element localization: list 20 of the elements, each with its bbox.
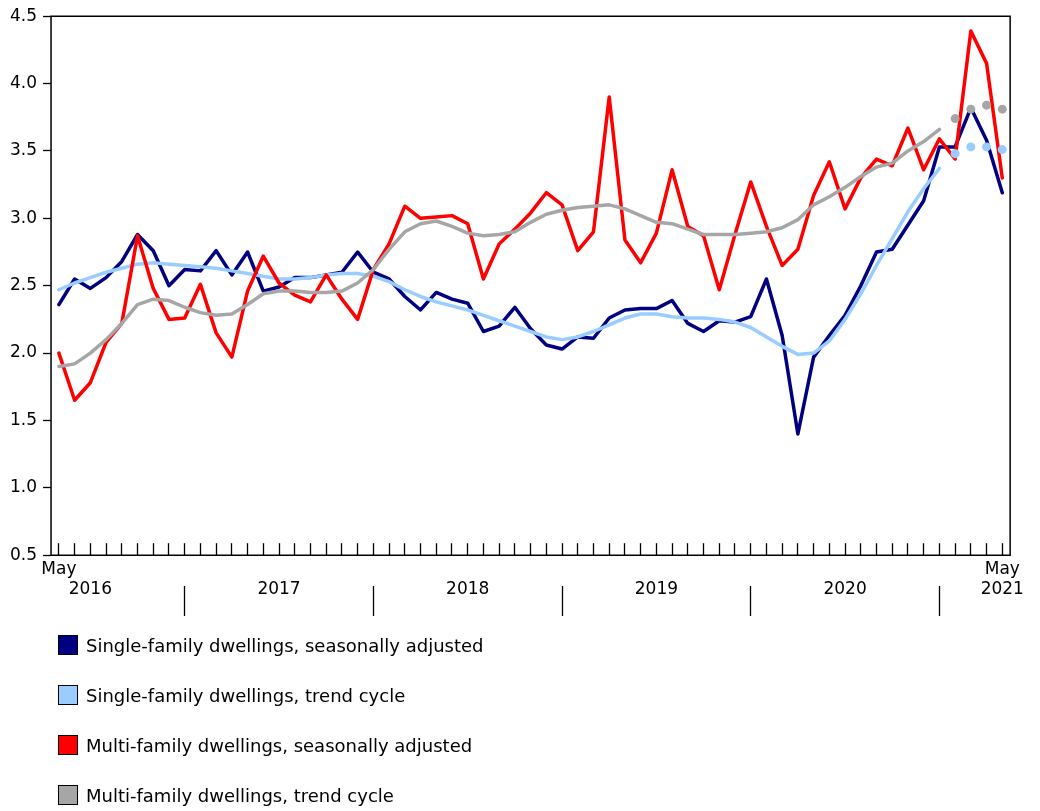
legend-label: Single-family dwellings, seasonally adjusted bbox=[86, 634, 484, 656]
x-tick-label: 2019 bbox=[634, 578, 679, 599]
y-tick-label: 1.0 bbox=[9, 476, 38, 497]
legend-label: Multi-family dwellings, trend cycle bbox=[86, 784, 394, 806]
y-tick-label: 4.0 bbox=[9, 72, 38, 92]
y-tick-label: 3.0 bbox=[9, 206, 38, 227]
y-tick-label: 1.5 bbox=[9, 408, 38, 429]
y-tick-label: 2.0 bbox=[9, 341, 38, 362]
y-tick-label: 2.5 bbox=[9, 274, 38, 295]
x-tick-label: May bbox=[41, 557, 77, 578]
legend-label: Single-family dwellings, trend cycle bbox=[86, 684, 406, 706]
x-tick-label: 2020 bbox=[823, 578, 867, 599]
x-tick-label: 2017 bbox=[257, 578, 301, 599]
y-tick-label: 3.5 bbox=[9, 139, 38, 160]
y-tick-label: 0.5 bbox=[9, 543, 38, 564]
y-tick-label: 4.5 bbox=[9, 4, 38, 25]
x-tick-label: May 2021 bbox=[980, 557, 1024, 599]
legend-label: Multi-family dwellings, seasonally adjusted bbox=[86, 734, 473, 756]
x-tick-label: 2016 bbox=[68, 578, 112, 599]
x-tick-label: 2018 bbox=[446, 578, 490, 599]
